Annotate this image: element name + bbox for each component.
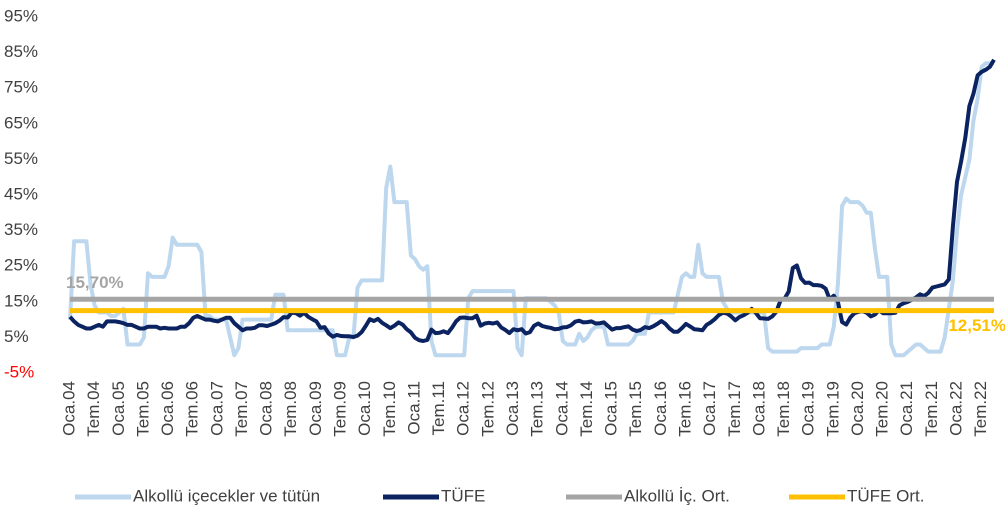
y-tick-label: 15% — [4, 291, 38, 310]
x-tick-label: Oca.22 — [947, 381, 966, 436]
x-tick-label: Tem.04 — [84, 381, 103, 437]
x-tick-label: Oca.04 — [59, 381, 78, 436]
x-tick-label: Tem.15 — [626, 381, 645, 437]
legend-label: Alkollü içecekler ve tütün — [133, 486, 320, 505]
x-tick-label: Tem.07 — [232, 381, 251, 437]
y-tick-label: 45% — [4, 184, 38, 203]
x-tick-label: Tem.20 — [873, 381, 892, 437]
legend-label: Alkollü İç. Ort. — [624, 486, 730, 505]
x-tick-label: Oca.14 — [552, 381, 571, 436]
y-tick-label: 95% — [4, 6, 38, 25]
x-tick-label: Tem.18 — [774, 381, 793, 437]
y-tick-label: 85% — [4, 42, 38, 61]
legend-label: TÜFE Ort. — [847, 486, 924, 505]
x-tick-label: Tem.08 — [281, 381, 300, 437]
x-tick-label: Tem.19 — [823, 381, 842, 437]
x-tick-label: Tem.11 — [429, 381, 448, 436]
x-tick-label: Tem.10 — [380, 381, 399, 437]
y-tick-label: 35% — [4, 220, 38, 239]
x-tick-label: Oca.15 — [602, 381, 621, 436]
x-tick-label: Tem.22 — [971, 381, 990, 437]
x-tick-label: Tem.12 — [478, 381, 497, 437]
x-tick-label: Oca.05 — [109, 381, 128, 436]
legend-label: TÜFE — [441, 486, 485, 505]
x-tick-label: Oca.19 — [799, 381, 818, 436]
x-tick-label: Oca.06 — [158, 381, 177, 436]
x-tick-label: Oca.11 — [404, 381, 423, 435]
x-tick-label: Oca.12 — [454, 381, 473, 436]
y-tick-label: 25% — [4, 256, 38, 275]
x-tick-label: Tem.09 — [331, 381, 350, 437]
x-tick-label: Tem.05 — [133, 381, 152, 437]
x-tick-label: Tem.06 — [183, 381, 202, 437]
x-tick-label: Oca.21 — [897, 381, 916, 436]
x-tick-label: Oca.20 — [848, 381, 867, 436]
y-tick-label: 55% — [4, 149, 38, 168]
y-tick-label: -5% — [4, 362, 34, 381]
x-tick-label: Oca.08 — [257, 381, 276, 436]
average-label: 12,51% — [948, 316, 1005, 335]
y-tick-label: 65% — [4, 113, 38, 132]
x-tick-label: Oca.07 — [207, 381, 226, 436]
x-tick-label: Oca.18 — [749, 381, 768, 436]
x-tick-label: Tem.16 — [675, 381, 694, 437]
y-tick-label: 75% — [4, 78, 38, 97]
x-tick-label: Oca.13 — [503, 381, 522, 436]
x-tick-label: Oca.17 — [700, 381, 719, 436]
x-tick-label: Tem.14 — [577, 381, 596, 437]
x-tick-label: Tem.13 — [528, 381, 547, 437]
x-tick-label: Oca.09 — [306, 381, 325, 436]
average-label: 15,70% — [66, 273, 124, 292]
x-tick-label: Oca.16 — [651, 381, 670, 436]
x-tick-label: Tem.17 — [725, 381, 744, 437]
x-tick-label: Tem.21 — [922, 381, 941, 437]
x-tick-label: Oca.10 — [355, 381, 374, 436]
y-tick-label: 5% — [4, 327, 29, 346]
